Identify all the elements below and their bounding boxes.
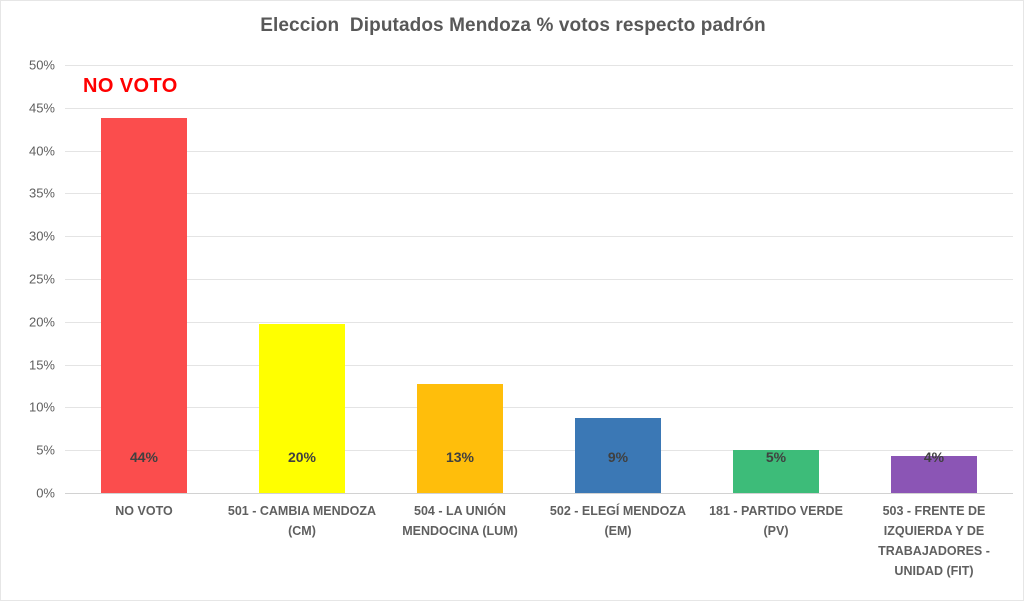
- bar[interactable]: 44%: [101, 118, 187, 493]
- bar-value-label: 20%: [287, 449, 317, 465]
- x-axis-category-label: 503 - FRENTE DE IZQUIERDA Y DE TRABAJADO…: [878, 504, 990, 578]
- no-voto-annotation: NO VOTO: [83, 75, 178, 97]
- y-axis-tick-label: 25%: [28, 271, 55, 287]
- y-axis: 50% 45% 40% 35% 30% 25% 20% 15% 10% 5% 0%: [1, 58, 55, 501]
- bar[interactable]: 9%: [575, 417, 661, 493]
- gridline: [65, 364, 1013, 366]
- gridline: [65, 236, 1013, 238]
- gridline: [65, 321, 1013, 323]
- bar-value-label: 13%: [445, 449, 475, 465]
- gridline: [65, 193, 1013, 195]
- bar-value-label: 4%: [923, 449, 945, 465]
- bar-slot: 44%: [65, 65, 223, 493]
- bar[interactable]: 4%: [891, 449, 977, 493]
- gridline: [65, 450, 1013, 452]
- x-axis-category-label: 501 - CAMBIA MENDOZA (CM): [227, 504, 377, 538]
- bar-slot: 9%: [539, 65, 697, 493]
- y-axis-tick-label: 30%: [28, 228, 55, 244]
- y-axis-tick-label: 35%: [28, 185, 55, 201]
- bars-layer: 44% 20% 13% 9% 5% 4%: [65, 65, 1013, 493]
- bar[interactable]: 13%: [417, 384, 503, 493]
- bar-value-label: 44%: [129, 449, 159, 465]
- chart-title: Eleccion Diputados Mendoza % votos respe…: [260, 15, 766, 36]
- gridline: [65, 150, 1013, 152]
- bar-slot: 4%: [855, 65, 1013, 493]
- x-axis-category-label: NO VOTO: [115, 504, 173, 518]
- y-axis-tick-label: 10%: [28, 399, 55, 415]
- x-axis-category-label: 504 - LA UNIÓN MENDOCINA (LUM): [402, 504, 518, 538]
- y-axis-tick-label: 15%: [28, 357, 55, 373]
- y-axis-tick-label: 45%: [28, 100, 55, 116]
- y-axis-tick-label: 5%: [36, 442, 55, 458]
- gridline: [65, 107, 1013, 109]
- gridline: [65, 65, 1013, 66]
- gridline: [65, 279, 1013, 280]
- y-axis-tick-label: 50%: [28, 57, 55, 73]
- bar-value-label: 5%: [765, 449, 787, 465]
- y-axis-tick-label: 40%: [28, 143, 55, 159]
- gridline: [65, 407, 1013, 409]
- x-axis-category-label: 502 - ELEGÍ MENDOZA (EM): [549, 504, 687, 538]
- y-axis-tick-label: 0%: [36, 485, 55, 501]
- x-axis: NO VOTO 501 - CAMBIA MENDOZA (CM) 504 - LA…: [65, 501, 1013, 597]
- bar-slot: 13%: [381, 65, 539, 493]
- gridline: [65, 493, 1013, 494]
- bar[interactable]: 20%: [259, 323, 345, 493]
- x-axis-category-label: 181 - PARTIDO VERDE (PV): [709, 504, 843, 538]
- bar-value-label: 9%: [607, 449, 629, 465]
- plot-area: [65, 65, 1013, 494]
- bar-slot: 20%: [223, 65, 381, 493]
- bar[interactable]: 5%: [733, 449, 819, 493]
- y-axis-tick-label: 20%: [28, 314, 55, 330]
- bar-slot: 5%: [697, 65, 855, 493]
